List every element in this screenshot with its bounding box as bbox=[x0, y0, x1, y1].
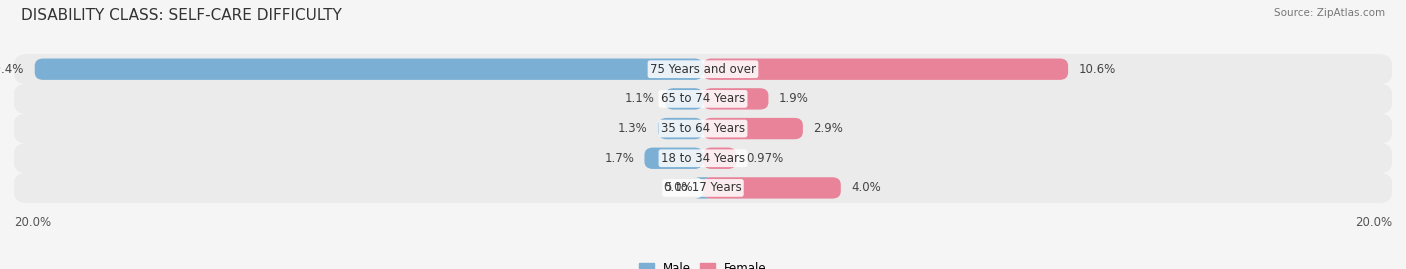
FancyBboxPatch shape bbox=[14, 143, 1392, 174]
FancyBboxPatch shape bbox=[703, 177, 841, 199]
Text: 1.7%: 1.7% bbox=[605, 152, 634, 165]
Text: 2.9%: 2.9% bbox=[813, 122, 844, 135]
Legend: Male, Female: Male, Female bbox=[634, 258, 772, 269]
Text: 1.1%: 1.1% bbox=[624, 92, 655, 105]
FancyBboxPatch shape bbox=[703, 88, 769, 109]
FancyBboxPatch shape bbox=[644, 148, 703, 169]
Text: 10.6%: 10.6% bbox=[1078, 63, 1116, 76]
Text: 65 to 74 Years: 65 to 74 Years bbox=[661, 92, 745, 105]
Text: 75 Years and over: 75 Years and over bbox=[650, 63, 756, 76]
Text: 1.9%: 1.9% bbox=[779, 92, 808, 105]
Text: 20.0%: 20.0% bbox=[14, 216, 51, 229]
FancyBboxPatch shape bbox=[703, 59, 1069, 80]
FancyBboxPatch shape bbox=[703, 118, 803, 139]
Text: 0.97%: 0.97% bbox=[747, 152, 785, 165]
Text: 4.0%: 4.0% bbox=[851, 181, 882, 194]
FancyBboxPatch shape bbox=[14, 114, 1392, 144]
FancyBboxPatch shape bbox=[658, 118, 703, 139]
FancyBboxPatch shape bbox=[14, 173, 1392, 203]
FancyBboxPatch shape bbox=[665, 88, 703, 109]
FancyBboxPatch shape bbox=[14, 54, 1392, 84]
Text: 0.0%: 0.0% bbox=[664, 181, 693, 194]
Text: 1.3%: 1.3% bbox=[619, 122, 648, 135]
Text: DISABILITY CLASS: SELF-CARE DIFFICULTY: DISABILITY CLASS: SELF-CARE DIFFICULTY bbox=[21, 8, 342, 23]
FancyBboxPatch shape bbox=[35, 59, 703, 80]
FancyBboxPatch shape bbox=[695, 177, 711, 199]
Text: 35 to 64 Years: 35 to 64 Years bbox=[661, 122, 745, 135]
Text: 19.4%: 19.4% bbox=[0, 63, 24, 76]
FancyBboxPatch shape bbox=[703, 148, 737, 169]
Text: Source: ZipAtlas.com: Source: ZipAtlas.com bbox=[1274, 8, 1385, 18]
Text: 5 to 17 Years: 5 to 17 Years bbox=[665, 181, 741, 194]
Text: 20.0%: 20.0% bbox=[1355, 216, 1392, 229]
Text: 18 to 34 Years: 18 to 34 Years bbox=[661, 152, 745, 165]
FancyBboxPatch shape bbox=[14, 84, 1392, 114]
